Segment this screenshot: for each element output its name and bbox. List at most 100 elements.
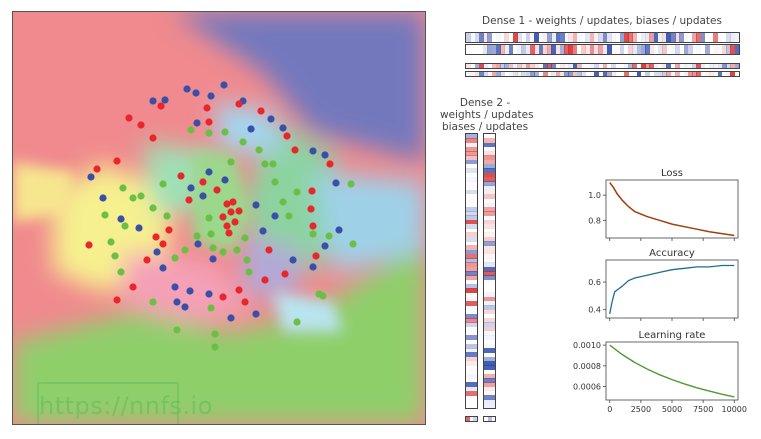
y-tick-label: 0.0010 <box>573 341 601 350</box>
heatmap-cell <box>517 45 522 54</box>
y-tick-label: 0.0008 <box>573 362 601 371</box>
heatmap-cell <box>700 33 706 42</box>
heatmap-cell <box>653 33 659 42</box>
watermark-text: https://nnfs.io <box>37 382 212 424</box>
heatmap-cell <box>636 45 642 54</box>
x-tick-label: 0 <box>607 405 612 414</box>
heatmap-cell <box>683 33 689 42</box>
heatmap-cell <box>632 33 638 42</box>
dense2-title-line2: weights / updates <box>440 109 534 121</box>
heatmap-cell <box>687 64 693 68</box>
heatmap-cell <box>484 168 495 174</box>
heatmap-cell <box>484 330 495 336</box>
heatmap-cell <box>484 155 495 161</box>
decision-boundary-plot: https://nnfs.io <box>12 11 426 425</box>
heatmap-cell <box>484 151 495 156</box>
heatmap-cell <box>713 72 719 76</box>
heatmap-cell <box>555 33 561 42</box>
heatmap-cell <box>466 168 477 174</box>
heatmap-cell <box>466 352 477 358</box>
heatmap-cell <box>484 318 495 323</box>
heatmap-cell <box>687 72 693 76</box>
heatmap-cell <box>726 64 731 68</box>
heatmap-cell <box>466 348 477 353</box>
heatmap-cell <box>675 45 680 54</box>
heatmap-cell <box>484 300 495 306</box>
heatmap-cell <box>555 72 561 76</box>
heatmap-cell <box>542 45 548 54</box>
heatmap-cell <box>484 211 495 216</box>
heatmap-cell <box>484 262 495 268</box>
dense2-title-line3: biases / updates <box>441 121 529 133</box>
heatmap-cell <box>466 72 471 76</box>
heatmap-cell <box>551 64 557 68</box>
heatmap-cell <box>484 360 495 366</box>
heatmap-cell <box>555 45 561 54</box>
heatmap-cell <box>504 64 510 68</box>
heatmap-cell <box>466 232 477 238</box>
dense2-bias-updates-strip <box>483 416 496 422</box>
x-tick-label: 10000 <box>722 405 747 414</box>
heatmap-cell <box>525 64 531 68</box>
heatmap-cell <box>466 211 477 216</box>
heatmap-cell <box>484 378 495 383</box>
heatmap-cell <box>593 64 599 68</box>
heatmap-cell <box>632 45 638 54</box>
heatmap-cell <box>568 45 574 54</box>
heatmap-cell <box>611 33 616 42</box>
heatmap-cell <box>726 33 731 42</box>
dense2-title: Dense 2 - weights / updates biases / upd… <box>440 97 534 133</box>
heatmap-cell <box>484 249 495 255</box>
series-line <box>609 182 735 237</box>
heatmap-cell <box>589 45 595 54</box>
heatmap-cell <box>734 64 739 68</box>
heatmap-cell <box>611 64 616 68</box>
heatmap-cell <box>529 33 535 42</box>
heatmap-cell <box>593 72 599 76</box>
heatmap-cell <box>572 64 578 68</box>
heatmap-cell <box>466 159 477 165</box>
accuracy-chart: Accuracy 0.6 0.4 <box>570 248 750 328</box>
heatmap-cell <box>670 45 676 54</box>
heatmap-cell <box>576 72 582 76</box>
x-tick-label: 5000 <box>662 405 682 414</box>
heatmap-cell <box>564 64 569 68</box>
heatmap-cell <box>466 373 477 379</box>
heatmap-cell <box>500 72 505 76</box>
heatmap-cell <box>504 45 510 54</box>
heatmap-cell <box>735 72 739 76</box>
heatmap-cell <box>474 64 480 68</box>
heatmap-cell <box>606 45 612 54</box>
heatmap-cell <box>640 45 646 54</box>
heatmap-cell <box>466 343 477 349</box>
dense1-title: Dense 1 - weights / updates, biases / up… <box>482 15 722 27</box>
heatmap-cell <box>470 72 476 76</box>
heatmap-cell <box>534 72 540 76</box>
heatmap-cell <box>568 64 574 68</box>
heatmap-cell <box>683 45 689 54</box>
heatmap-cell <box>466 33 471 42</box>
y-tick-label: 0.6 <box>588 278 601 287</box>
heatmap-cell <box>484 296 495 302</box>
heatmap-cell <box>696 64 702 68</box>
loss-chart-svg: Loss 1.0 0.8 <box>588 168 739 241</box>
heatmap-cell <box>466 134 477 139</box>
heatmap-cell <box>653 72 659 76</box>
heatmap-cell <box>484 326 495 332</box>
heatmap-cell <box>551 45 557 54</box>
heatmap-cell <box>623 72 629 76</box>
heatmap-cell <box>466 223 477 229</box>
heatmap-cell <box>466 390 477 396</box>
heatmap-cell <box>484 271 495 276</box>
heatmap-cell <box>700 64 706 68</box>
heatmap-cell <box>559 72 565 76</box>
chart-frame <box>605 259 739 319</box>
heatmap-cell <box>679 64 685 68</box>
heatmap-cell <box>484 142 495 148</box>
heatmap-cell <box>713 33 719 42</box>
heatmap-cell <box>517 33 522 42</box>
chart-title: Loss <box>661 168 683 179</box>
heatmap-cell <box>484 275 495 281</box>
heatmap-cell <box>474 72 480 76</box>
heatmap-cell <box>466 146 477 152</box>
